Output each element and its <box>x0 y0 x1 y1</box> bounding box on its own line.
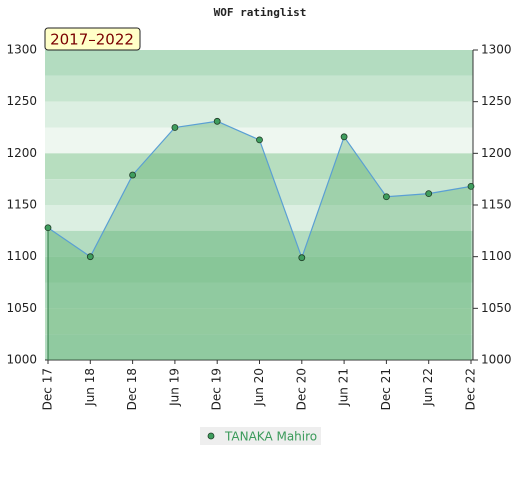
point <box>425 190 433 198</box>
background-band <box>45 334 473 360</box>
area <box>48 121 471 360</box>
background-band <box>45 308 473 335</box>
background-band <box>45 282 473 309</box>
x-tick-label: Jun 18 <box>83 368 97 407</box>
x-tick-label: Jun 20 <box>252 368 266 407</box>
background-band <box>45 179 473 205</box>
point <box>129 171 137 179</box>
y-tick-label: 1250 <box>6 94 37 108</box>
point <box>467 182 475 190</box>
point <box>298 254 306 262</box>
y2-tick-label: 1200 <box>481 146 512 160</box>
x-tick-label: Jun 21 <box>337 368 351 407</box>
point <box>382 193 390 201</box>
x-tick-label: Jun 19 <box>167 368 181 407</box>
x-tick-label: Jun 22 <box>421 368 435 407</box>
y2-tick-label: 1100 <box>481 249 512 263</box>
point <box>171 124 179 131</box>
point <box>340 133 348 141</box>
point <box>86 253 94 261</box>
background-band <box>45 50 473 76</box>
x-tick-label: Dec 19 <box>210 368 224 410</box>
x-tick-label: Dec 22 <box>464 368 478 410</box>
background-band <box>45 205 473 231</box>
legend-marker <box>207 432 215 440</box>
y-tick-label: 1050 <box>6 301 37 315</box>
y2-tick-label: 1050 <box>481 301 512 315</box>
annotation-box <box>44 27 141 51</box>
background-band <box>45 256 473 283</box>
background-band <box>45 153 473 180</box>
y-tick-label: 1200 <box>6 146 37 160</box>
y-tick-label: 1150 <box>6 198 37 212</box>
x-tick-label: Dec 21 <box>379 368 393 410</box>
annotation: 2017–2022 <box>50 31 134 49</box>
background-band <box>45 101 473 128</box>
point <box>256 136 263 144</box>
y-tick-label: 1000 <box>6 353 37 367</box>
point <box>213 117 221 125</box>
y2-tick-label: 1000 <box>481 353 512 367</box>
x-tick-label: Dec 18 <box>125 368 139 410</box>
x-tick-label: Dec 17 <box>41 368 55 410</box>
chart-title: WOF ratinglist <box>214 6 307 19</box>
x-tick-label: Dec 20 <box>294 368 308 410</box>
legend-label: TANAKA Mahiro <box>224 430 317 444</box>
legend-box <box>200 427 321 445</box>
point <box>44 224 52 232</box>
y2-tick-label: 1250 <box>481 94 512 108</box>
background-band <box>45 75 473 102</box>
y-tick-label: 1300 <box>6 43 37 57</box>
y2-tick-label: 1150 <box>481 198 512 212</box>
y-tick-label: 1100 <box>6 249 37 263</box>
y2-tick-label: 1300 <box>481 43 512 57</box>
background-band <box>45 230 473 257</box>
